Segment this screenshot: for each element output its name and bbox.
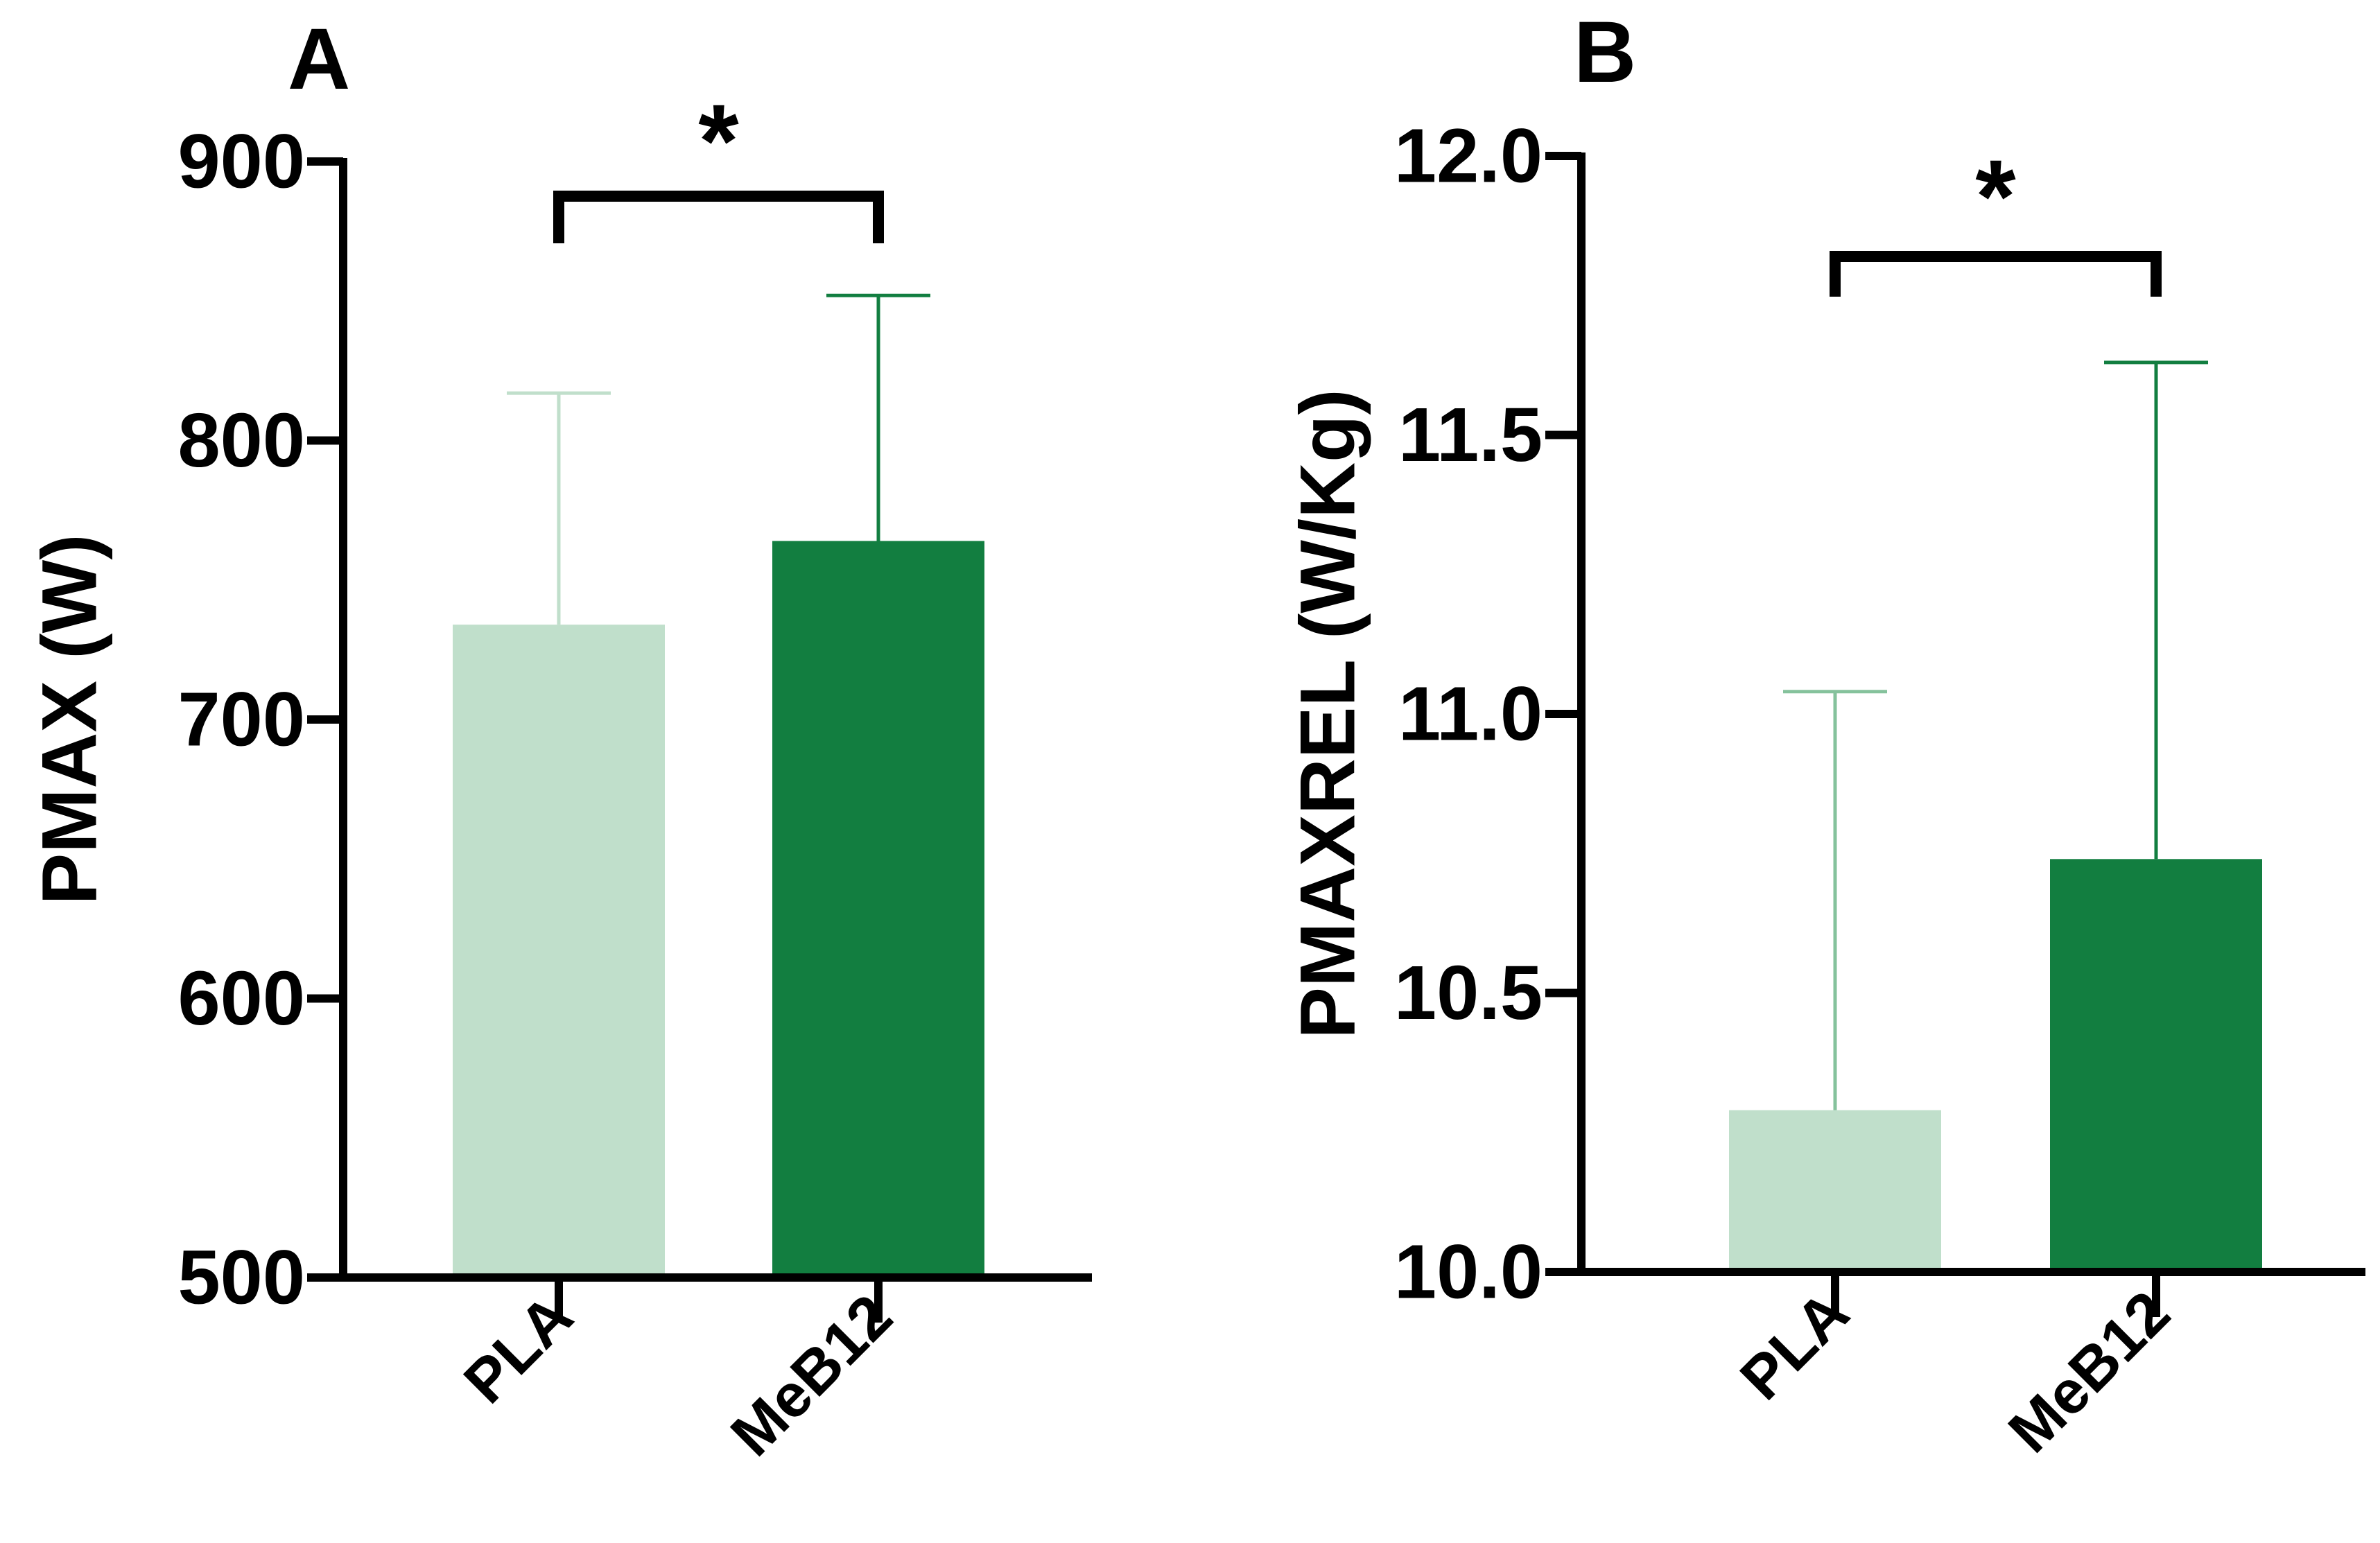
panel-label: B bbox=[1574, 4, 1636, 101]
y-tick-label: 11.0 bbox=[1398, 672, 1543, 757]
y-tick-label: 900 bbox=[177, 119, 305, 204]
x-tick-label-pla: PLA bbox=[1727, 1278, 1861, 1412]
y-tick-label: 12.0 bbox=[1394, 114, 1543, 199]
bar-meb12 bbox=[2050, 859, 2262, 1272]
panel-a: 500 600 700 800 900 PLA MeB12 PMAX (W) A * bbox=[26, 11, 1092, 1469]
significance-bracket bbox=[1830, 251, 2162, 297]
bar-pla bbox=[453, 625, 665, 1278]
y-tick-label: 800 bbox=[177, 398, 305, 483]
y-tick-label: 10.0 bbox=[1394, 1230, 1543, 1315]
panel-label: A bbox=[288, 11, 350, 107]
significance-star: * bbox=[698, 82, 739, 199]
x-tick-label-meb12: MeB12 bbox=[1995, 1278, 2183, 1465]
y-tick-label: 10.5 bbox=[1394, 950, 1543, 1036]
bar-pla bbox=[1729, 1110, 1941, 1272]
y-tick-label: 600 bbox=[177, 956, 305, 1041]
y-axis-label: PMAX (W) bbox=[26, 534, 113, 905]
y-tick-label: 500 bbox=[177, 1235, 305, 1320]
y-tick-label: 11.5 bbox=[1398, 392, 1543, 478]
y-axis-label: PMAXREL (W/Kg) bbox=[1285, 389, 1371, 1038]
x-tick-label-pla: PLA bbox=[451, 1281, 585, 1415]
significance-star: * bbox=[1975, 138, 2016, 254]
y-tick-label: 700 bbox=[177, 677, 305, 762]
panel-b: 10.0 10.5 11.0 11.5 12.0 PLA MeB12 PMAXREL (W/K… bbox=[1285, 4, 2365, 1465]
x-tick-label-meb12: MeB12 bbox=[718, 1281, 905, 1469]
significance-bracket bbox=[553, 191, 884, 243]
